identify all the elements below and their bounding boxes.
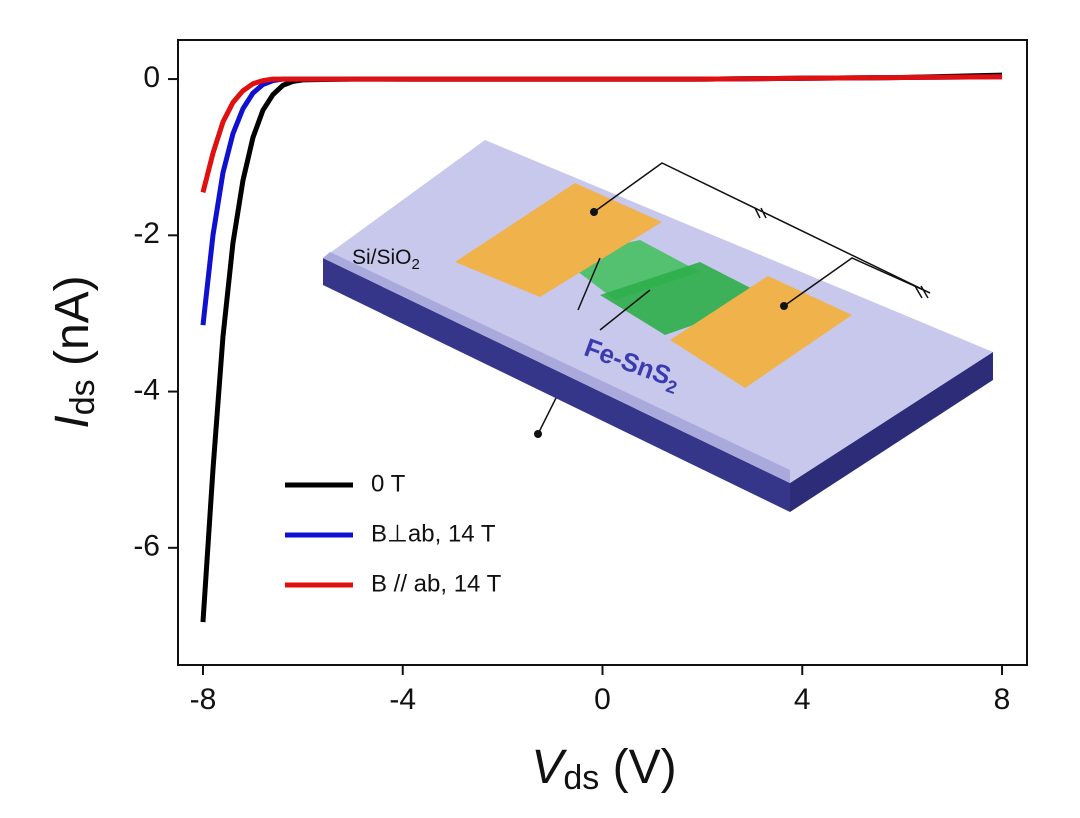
substrate-edge [323,252,790,483]
x-axis-label: Vds (V) [531,741,676,797]
x-tick-label: -8 [190,683,217,716]
legend-label: B // ab, 14 T [371,570,502,597]
x-tick-label: 4 [794,683,811,716]
y-axis-label: Ids (nA) [46,275,102,428]
y-tick-label: -6 [133,530,160,563]
data-line [200,74,1003,193]
electrode [455,183,662,297]
legend-label: B⊥ab, 14 T [371,520,496,547]
substrate-side [323,258,790,512]
contact-dot [780,302,788,310]
substrate-label: Si/SiO2 [352,246,420,273]
flake [600,262,770,335]
contact-dot [590,208,598,216]
electrode [670,276,852,388]
legend-label: 0 T [371,470,406,497]
x-tick-label: 8 [994,683,1011,716]
y-tick-label: -2 [133,217,160,250]
contact-dot [534,430,542,438]
x-tick-label: -4 [389,683,416,716]
y-tick-label: -4 [133,373,160,406]
wires [537,162,931,435]
substrate-side [790,352,993,512]
y-tick-label: 0 [143,61,160,94]
inset-diagram: Si/SiO2 Fe-SnS2 [323,140,993,512]
x-tick-label: 0 [594,683,611,716]
